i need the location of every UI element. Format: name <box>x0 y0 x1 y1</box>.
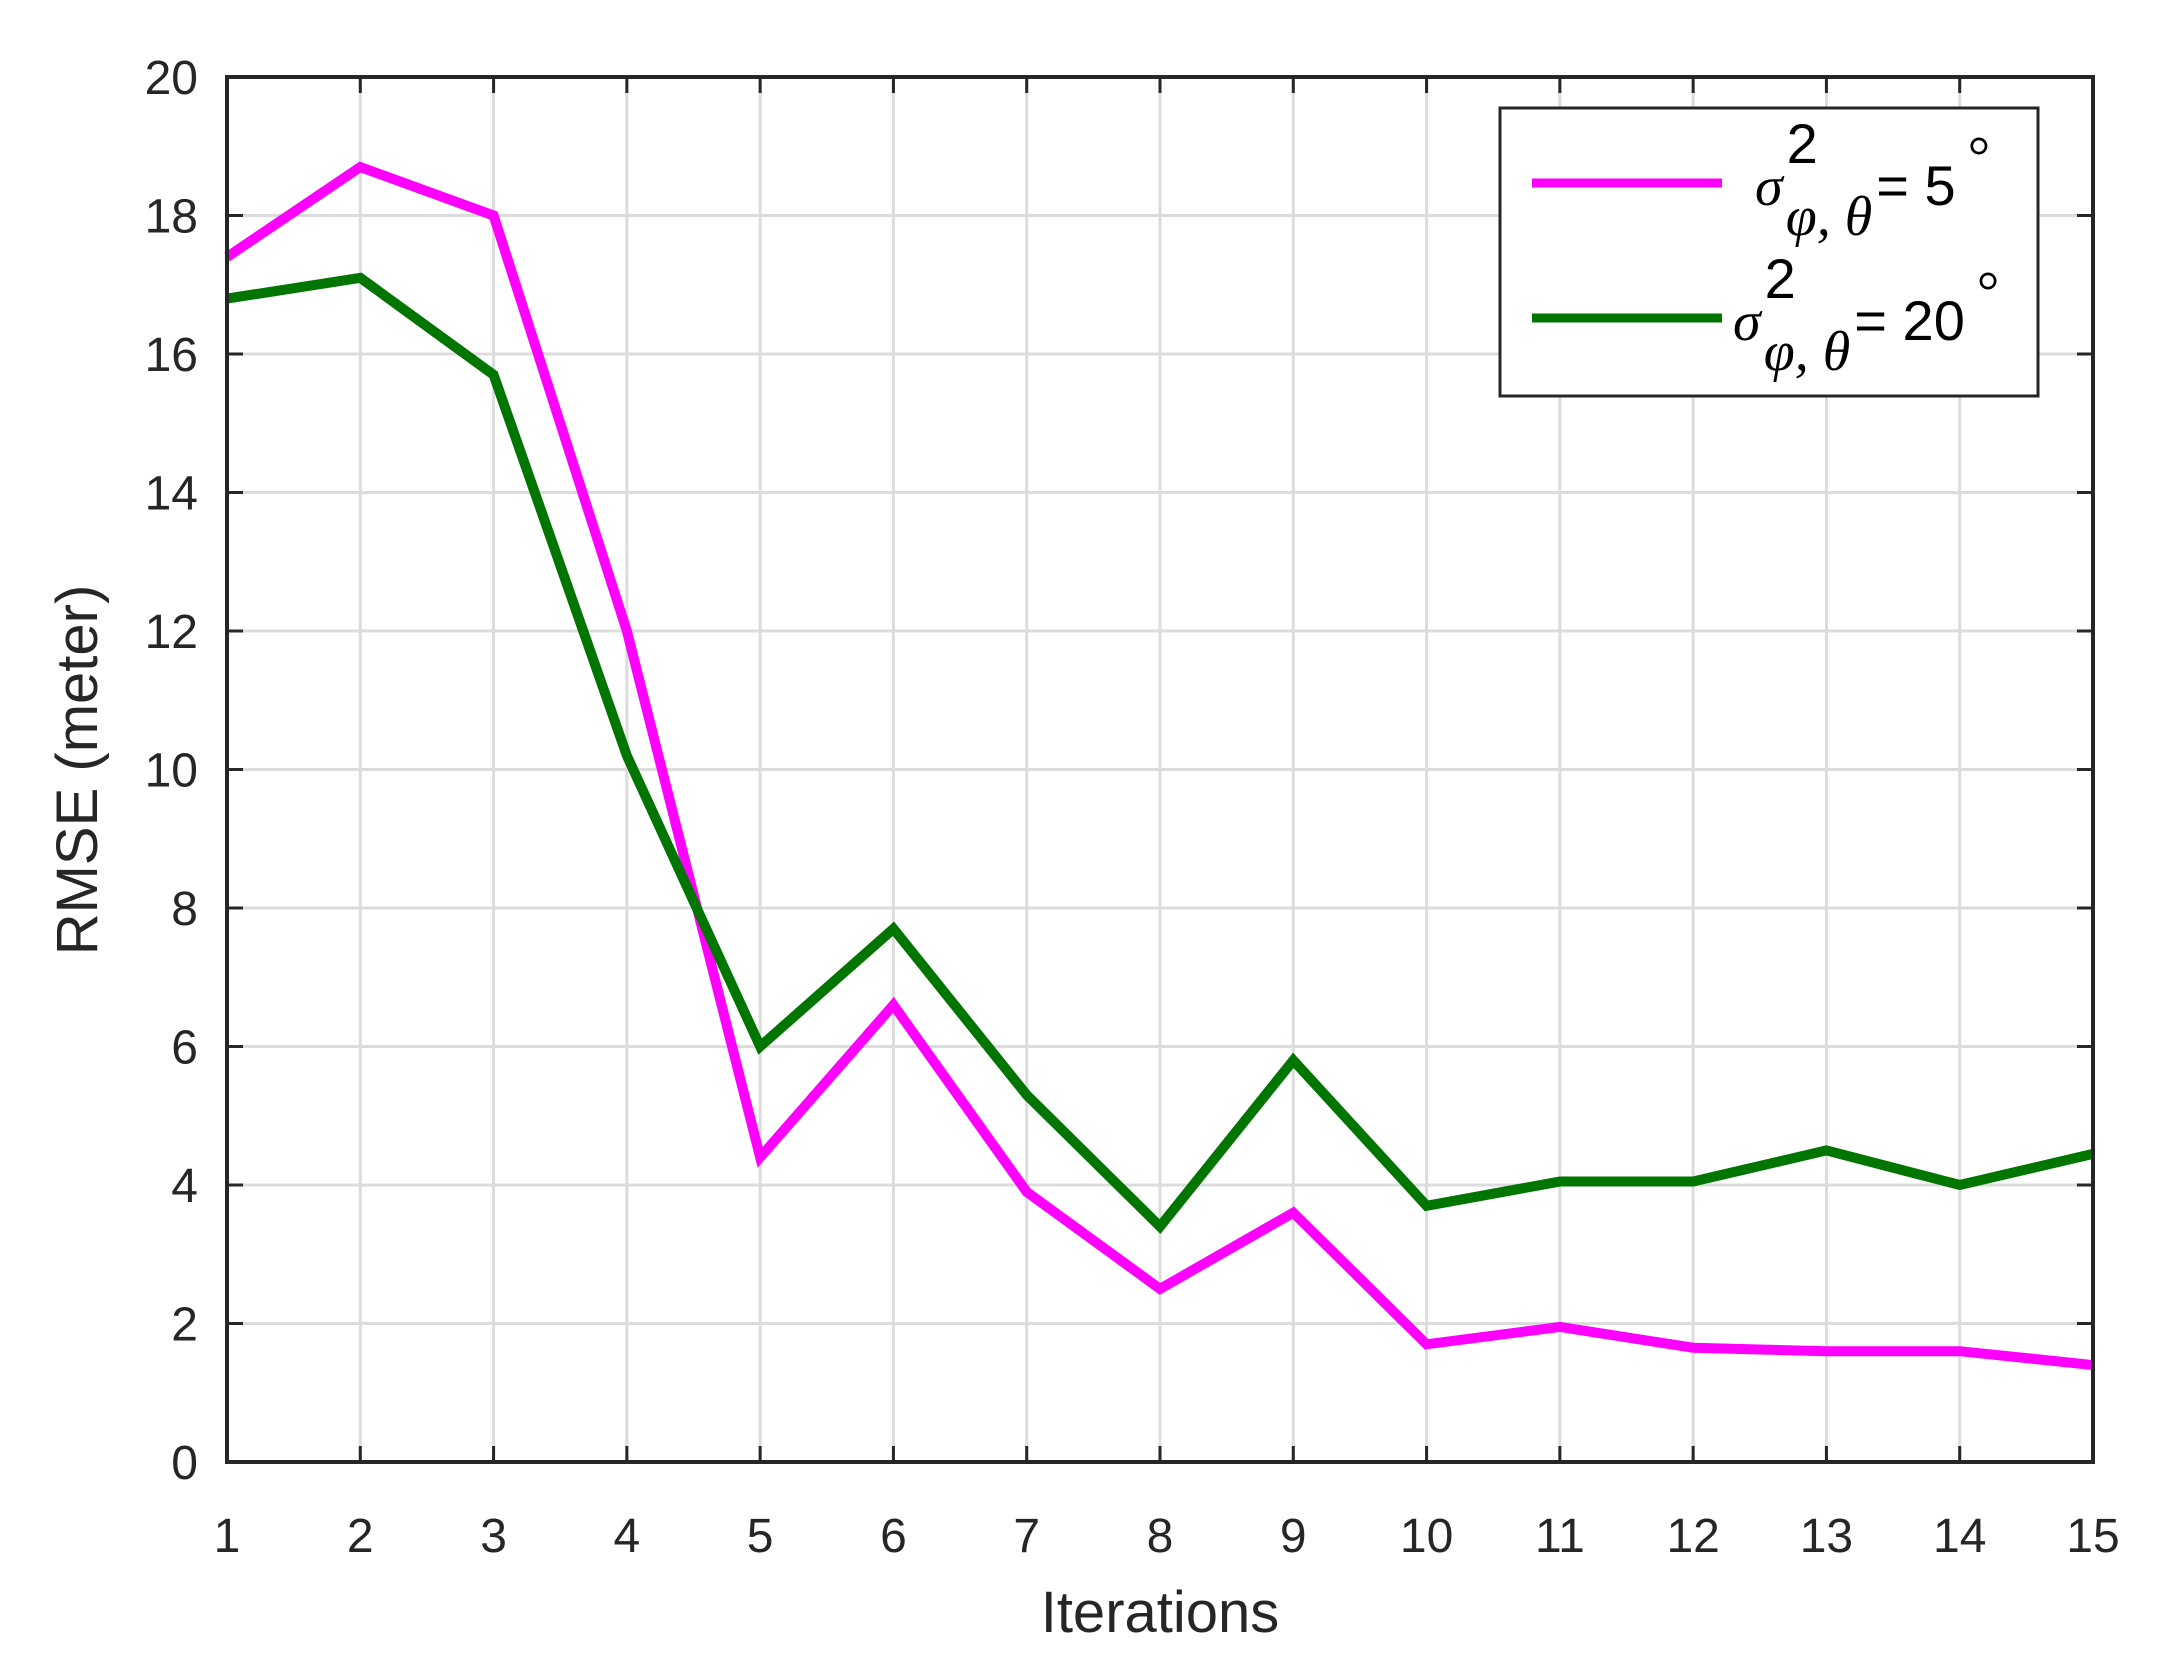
series-1-point <box>1559 1326 1561 1328</box>
legend-sup-2: 2 <box>1765 247 1796 310</box>
series-2-point <box>1959 1184 1961 1186</box>
legend-label-series-2: σ 2 φ, θ = 20 ° <box>1733 247 1999 383</box>
x-tick-label: 7 <box>1013 1510 1040 1563</box>
series-2-point <box>626 755 628 757</box>
ticks <box>225 75 2095 1464</box>
series-2-point <box>1692 1181 1694 1183</box>
y-tick-label: 10 <box>145 745 198 798</box>
legend-symbol-1: σ <box>1755 156 1785 218</box>
series-1-point <box>892 1004 894 1006</box>
x-tick-label: 1 <box>214 1510 241 1563</box>
series-2-point <box>759 1046 761 1047</box>
series-1-point <box>1292 1212 1294 1214</box>
x-tick-label: 9 <box>1280 1510 1307 1563</box>
legend-suffix-2: = 20 <box>1854 289 1965 352</box>
series-1-point <box>359 166 361 168</box>
y-tick-label: 0 <box>171 1437 198 1490</box>
series-2-point <box>1159 1226 1161 1228</box>
series-1-point <box>1692 1347 1694 1349</box>
x-axis-label: Iterations <box>1041 1580 1280 1645</box>
y-tick-label: 12 <box>145 606 198 659</box>
series-1-point <box>1825 1350 1827 1352</box>
series-2-point <box>1292 1059 1294 1061</box>
series-1-point <box>1959 1350 1961 1352</box>
legend-degree-2: ° <box>1977 261 1999 323</box>
y-axis-label: RMSE (meter) <box>45 585 110 956</box>
x-tick-label: 10 <box>1400 1510 1453 1563</box>
series-1-point <box>1026 1191 1028 1193</box>
legend-symbol-2: σ <box>1733 291 1763 353</box>
y-tick-label: 14 <box>145 468 198 521</box>
series-layer <box>224 161 2095 1371</box>
legend-degree-1: ° <box>1968 126 1990 188</box>
legend-box <box>1498 106 2040 398</box>
x-tick-label: 2 <box>347 1510 374 1563</box>
legend: σ 2 φ, θ = 5 ° σ 2 φ, θ = 20 ° <box>1498 106 2040 398</box>
series-1-point <box>493 215 495 216</box>
series-1-point <box>626 630 628 632</box>
series-2-point <box>359 277 361 279</box>
y-tick-label: 6 <box>171 1022 198 1075</box>
x-tick-label: 14 <box>1933 1510 1986 1563</box>
x-tick-label: 15 <box>2066 1510 2119 1563</box>
legend-sub-2: φ, θ <box>1764 321 1851 383</box>
series-2-point <box>892 928 894 930</box>
y-tick-label: 8 <box>171 883 198 936</box>
legend-label-series-1: σ 2 φ, θ = 5 ° <box>1755 112 1990 248</box>
y-tick-label: 18 <box>145 191 198 244</box>
series-1-point <box>1426 1343 1428 1345</box>
y-tick-label: 20 <box>145 52 198 105</box>
legend-suffix-1: = 5 <box>1876 154 1955 217</box>
series-2-point <box>1026 1094 1028 1096</box>
x-tick-label: 5 <box>747 1510 774 1563</box>
legend-sup-1: 2 <box>1787 112 1818 175</box>
x-tick-label: 13 <box>1800 1510 1853 1563</box>
series-2-point <box>1559 1181 1561 1183</box>
series-2-point <box>1825 1149 1827 1151</box>
y-tick-label: 2 <box>171 1299 198 1352</box>
y-tick-label: 16 <box>145 329 198 382</box>
legend-sub-1: φ, θ <box>1786 186 1873 248</box>
series-2-point <box>1426 1205 1428 1207</box>
x-tick-label: 6 <box>880 1510 907 1563</box>
x-tick-label: 8 <box>1147 1510 1174 1563</box>
series-2-point <box>493 374 495 376</box>
series-1-point <box>759 1156 761 1158</box>
x-tick-label: 12 <box>1666 1510 1719 1563</box>
x-tick-label: 11 <box>1535 1510 1585 1563</box>
x-tick-label: 4 <box>614 1510 641 1563</box>
y-tick-label: 4 <box>171 1160 198 1213</box>
x-tick-label: 3 <box>480 1510 507 1563</box>
series-1-point <box>1159 1288 1161 1290</box>
